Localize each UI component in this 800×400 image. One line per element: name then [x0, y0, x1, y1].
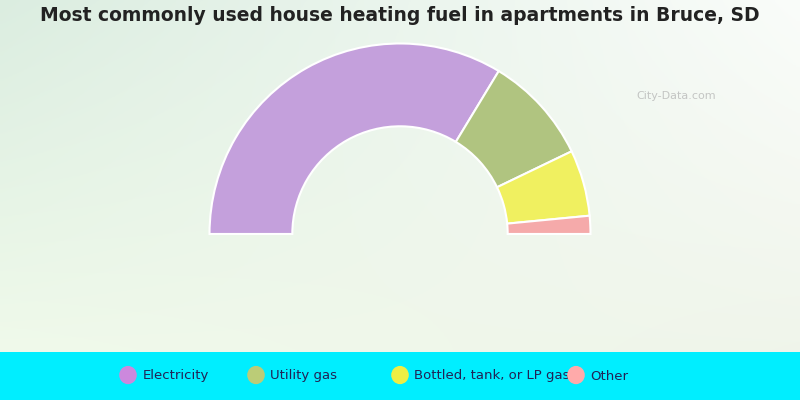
Wedge shape	[507, 216, 590, 234]
Text: City-Data.com: City-Data.com	[636, 91, 716, 101]
Text: Other: Other	[590, 370, 629, 382]
Ellipse shape	[119, 366, 137, 384]
Text: Utility gas: Utility gas	[270, 370, 338, 382]
Ellipse shape	[391, 366, 409, 384]
Wedge shape	[497, 151, 590, 224]
Text: Bottled, tank, or LP gas: Bottled, tank, or LP gas	[414, 370, 570, 382]
Text: Electricity: Electricity	[142, 370, 209, 382]
Wedge shape	[210, 44, 498, 234]
Text: Most commonly used house heating fuel in apartments in Bruce, SD: Most commonly used house heating fuel in…	[40, 6, 760, 25]
Wedge shape	[456, 71, 572, 187]
Ellipse shape	[247, 366, 265, 384]
Ellipse shape	[567, 366, 585, 384]
